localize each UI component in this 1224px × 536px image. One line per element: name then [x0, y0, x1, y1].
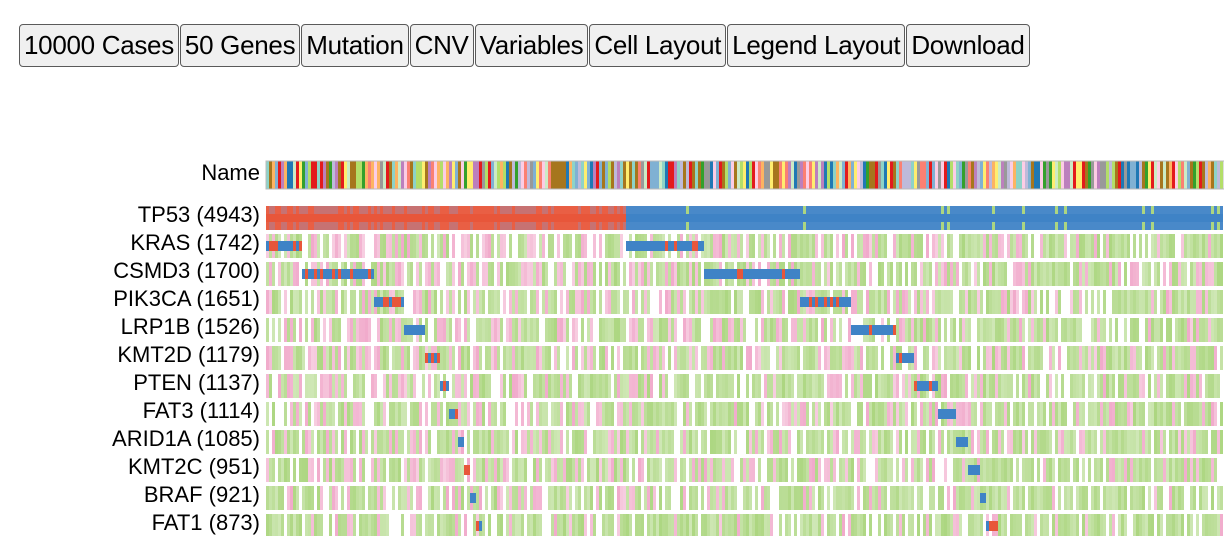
gene-label-fat3[interactable]: FAT3 (1114): [142, 398, 260, 423]
gene-label-kmt2c[interactable]: KMT2C (951): [127, 454, 260, 479]
gene-label-csmd3[interactable]: CSMD3 (1700): [113, 258, 260, 283]
gene-label-fat1[interactable]: FAT1 (873): [151, 510, 260, 535]
name-track: [265, 160, 1224, 190]
gene-label-pik3ca[interactable]: PIK3CA (1651): [113, 286, 260, 311]
cell-layout-button[interactable]: Cell Layout: [589, 24, 727, 67]
variables-button[interactable]: Variables: [474, 24, 589, 67]
cnv-button[interactable]: CNV: [409, 24, 474, 67]
row-labels: Name TP53 (4943) KRAS (1742) CSMD3 (1700…: [0, 0, 260, 536]
gene-label-kmt2d[interactable]: KMT2D (1179): [117, 342, 260, 367]
toolbar: 10000 Cases 50 Genes Mutation CNV Variab…: [19, 24, 1031, 67]
oncoprint-cells: [266, 206, 1223, 536]
legend-layout-button[interactable]: Legend Layout: [727, 24, 906, 67]
genes-button[interactable]: 50 Genes: [179, 24, 301, 67]
gene-label-kras[interactable]: KRAS (1742): [130, 230, 260, 255]
name-track-label: Name: [201, 160, 260, 185]
mutation-button[interactable]: Mutation: [301, 24, 409, 67]
gene-label-lrp1b[interactable]: LRP1B (1526): [120, 314, 260, 339]
gene-label-pten[interactable]: PTEN (1137): [133, 370, 260, 395]
cases-button[interactable]: 10000 Cases: [19, 24, 179, 67]
gene-label-arid1a[interactable]: ARID1A (1085): [112, 426, 260, 451]
gene-label-tp53[interactable]: TP53 (4943): [137, 202, 260, 227]
download-button[interactable]: Download: [906, 24, 1030, 67]
gene-label-braf[interactable]: BRAF (921): [143, 482, 260, 507]
